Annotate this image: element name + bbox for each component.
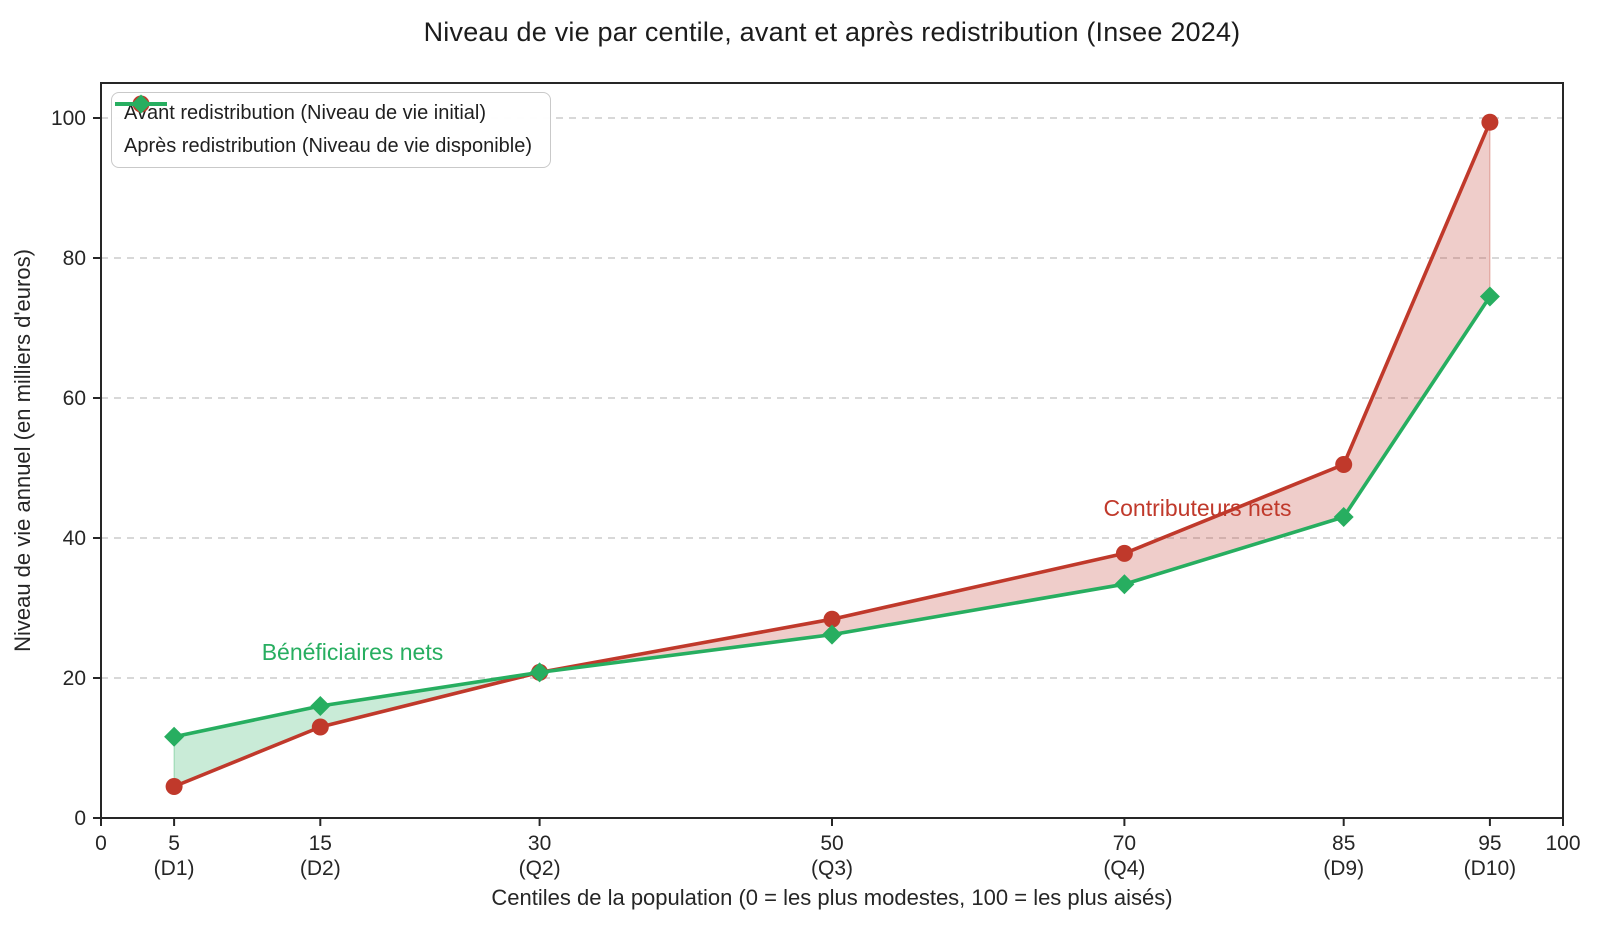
x-tick-label-30: 30	[528, 832, 551, 855]
legend-diamond-marker-icon	[131, 94, 151, 114]
annotation-beneficiaires-nets: Bénéficiaires nets	[262, 639, 444, 665]
legend-item-apres-redistribution: Après redistribution (Niveau de vie disp…	[115, 94, 532, 161]
x-tick-sublabel-95: (D10)	[1464, 857, 1517, 880]
x-tick-label-95: 95	[1478, 832, 1501, 855]
x-tick-sublabel-5: (D1)	[154, 857, 195, 880]
chart-title: Niveau de vie par centile, avant et aprè…	[423, 17, 1241, 47]
x-tick-label-0: 0	[95, 832, 107, 855]
x-tick-label-70: 70	[1113, 832, 1136, 855]
marker-circle-x5	[165, 778, 183, 795]
x-tick-label-85: 85	[1332, 832, 1355, 855]
x-tick-sublabel-85: (D9)	[1323, 857, 1364, 880]
x-tick-label-15: 15	[309, 832, 332, 855]
y-tick-label-20: 20	[63, 667, 86, 690]
y-tick-label-100: 100	[51, 107, 86, 130]
y-tick-label-80: 80	[63, 247, 86, 270]
legend: Avant redistribution (Niveau de vie init…	[111, 92, 551, 168]
y-tick-label-60: 60	[63, 387, 86, 410]
marker-diamond-x15	[310, 696, 331, 716]
fill-beneficiaires-nets	[173, 671, 540, 788]
y-axis-label: Niveau de vie annuel (en milliers d'euro…	[10, 249, 35, 652]
chart-underlay	[101, 117, 1563, 788]
marker-circle-x50	[823, 610, 841, 628]
marker-circle-x85	[1335, 456, 1353, 473]
marker-diamond-x30	[529, 662, 550, 683]
y-tick-label-0: 0	[74, 807, 86, 830]
legend-label-avant: Avant redistribution (Niveau de vie init…	[124, 102, 487, 124]
x-tick-sublabel-15: (D2)	[300, 857, 341, 880]
chart-overlay: 0 5(D1) 15(D2) 30(Q2) 50(Q3) 70(Q4) 85(D9) 95(D…	[10, 82, 1581, 910]
marker-circle-x15	[311, 718, 329, 736]
x-tick-sublabel-30: (Q2)	[519, 857, 561, 880]
x-axis-label: Centiles de la population (0 = les plus …	[491, 885, 1172, 910]
legend-line-diamond-icon	[115, 94, 167, 114]
x-tick-label-50: 50	[820, 832, 843, 855]
x-tick-sublabel-50: (Q3)	[811, 857, 853, 880]
y-tick-label-40: 40	[63, 527, 86, 550]
marker-diamond-x85	[1333, 507, 1354, 527]
series-line-avant	[172, 120, 1492, 789]
x-tick-label-5: 5	[168, 832, 180, 855]
marker-diamond-x50	[822, 624, 842, 645]
x-tick-sublabel-70: (Q4)	[1103, 857, 1145, 880]
marker-diamond-x95	[1479, 286, 1500, 307]
legend-item-avant-redistribution: Avant redistribution (Niveau de vie init…	[115, 95, 532, 128]
marker-diamond-x5	[164, 726, 185, 747]
marker-circle-x95	[1481, 113, 1499, 131]
marker-diamond-x70	[1114, 574, 1135, 595]
legend-label-apres: Après redistribution (Niveau de vie disp…	[124, 135, 532, 157]
marker-circle-x70	[1115, 544, 1133, 562]
x-tick-label-100: 100	[1545, 832, 1580, 855]
